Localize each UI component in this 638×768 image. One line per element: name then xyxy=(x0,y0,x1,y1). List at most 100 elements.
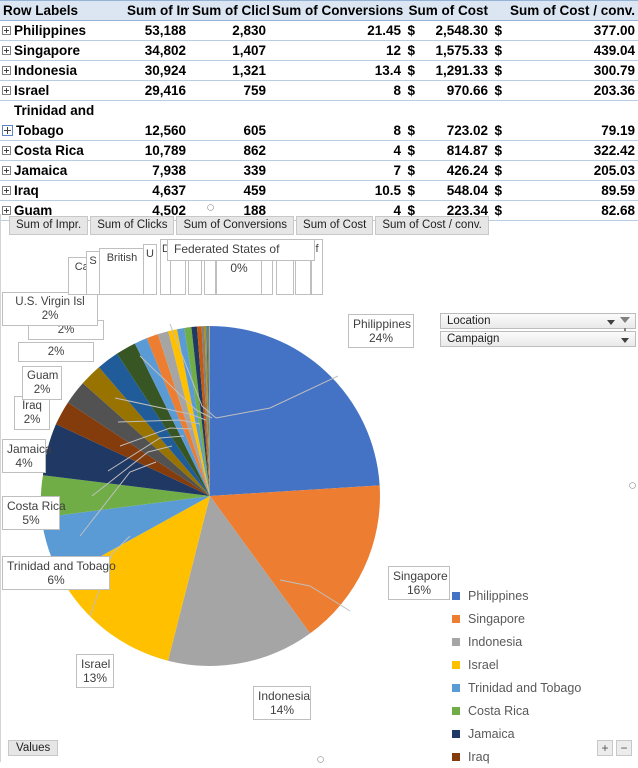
cell-cost[interactable]: 1,575.33 xyxy=(418,41,491,61)
field-button-sum-of-cost[interactable]: Sum of Cost xyxy=(296,216,373,235)
values-field-button[interactable]: Values xyxy=(8,740,58,756)
cell-conversions[interactable]: 4 xyxy=(269,141,404,161)
cell-clicks[interactable]: 605 xyxy=(189,121,269,141)
data-label-jamaica[interactable]: Jamaica 4% xyxy=(2,439,46,473)
cell-impr[interactable]: 7,938 xyxy=(124,161,189,181)
cell-cost-per-conv[interactable]: 205.03 xyxy=(505,161,638,181)
expand-icon[interactable] xyxy=(2,86,11,95)
cell-clicks[interactable]: 2,830 xyxy=(189,21,269,41)
expand-icon[interactable] xyxy=(2,166,11,175)
expand-icon[interactable] xyxy=(2,146,11,155)
cell-cost-per-conv[interactable]: 79.19 xyxy=(505,121,638,141)
data-label-singapore[interactable]: Singapore 16% xyxy=(388,566,450,600)
cell-cost-per-conv[interactable]: 300.79 xyxy=(505,61,638,81)
row-label-cell-line1[interactable]: Trinidad and xyxy=(0,101,124,121)
cell-cost[interactable]: 814.87 xyxy=(418,141,491,161)
legend-item-trinidad-and-tobago[interactable]: Trinidad and Tobago xyxy=(452,676,632,699)
pivot-table[interactable]: Row Labels Sum of Impr. Sum of Clicks Su… xyxy=(0,0,638,221)
cell-cost[interactable]: 723.02 xyxy=(418,121,491,141)
row-label-cell[interactable]: Costa Rica xyxy=(0,141,124,161)
cell-clicks[interactable]: 759 xyxy=(189,81,269,101)
expand-icon[interactable] xyxy=(2,46,11,55)
cell-clicks[interactable]: 459 xyxy=(189,181,269,201)
pie-slice-philippines[interactable] xyxy=(210,326,380,496)
column-header-cost[interactable]: Sum of Cost xyxy=(404,1,491,21)
cell-impr[interactable]: 30,924 xyxy=(124,61,189,81)
cell-cost-per-conv[interactable]: 377.00 xyxy=(505,21,638,41)
expand-icon[interactable] xyxy=(2,26,11,35)
legend-item-costa-rica[interactable]: Costa Rica xyxy=(452,699,632,722)
legend-item-singapore[interactable]: Singapore xyxy=(452,607,632,630)
expand-icon[interactable] xyxy=(2,66,11,75)
row-label-cell[interactable]: Singapore xyxy=(0,41,124,61)
data-label-uruguay[interactable]: U xyxy=(143,244,157,295)
data-label-israel[interactable]: Israel 13% xyxy=(76,654,114,688)
cell-clicks[interactable]: 1,407 xyxy=(189,41,269,61)
data-label-nicaragua[interactable]: 2% xyxy=(18,342,94,362)
data-label-british-virgin-islands[interactable]: British xyxy=(99,248,145,295)
cell-cost[interactable]: 426.24 xyxy=(418,161,491,181)
cell-conversions[interactable]: 7 xyxy=(269,161,404,181)
cell-impr[interactable]: 53,188 xyxy=(124,21,189,41)
row-label-cell[interactable]: Israel xyxy=(0,81,124,101)
column-header-conversions[interactable]: Sum of Conversions xyxy=(269,1,404,21)
cell-conversions[interactable]: 21.45 xyxy=(269,21,404,41)
legend-item-indonesia[interactable]: Indonesia xyxy=(452,630,632,653)
zoom-in-button[interactable]: + xyxy=(597,740,613,756)
expand-icon[interactable] xyxy=(2,186,11,195)
row-label-cell[interactable]: Indonesia xyxy=(0,61,124,81)
column-header-impr[interactable]: Sum of Impr. xyxy=(124,1,189,21)
row-label-cell[interactable]: Iraq xyxy=(0,181,124,201)
legend-item-philippines[interactable]: Philippines xyxy=(452,584,632,607)
cell-clicks[interactable]: 339 xyxy=(189,161,269,181)
cell-cost[interactable]: 2,548.30 xyxy=(418,21,491,41)
data-label-guam[interactable]: Guam 2% xyxy=(22,366,62,400)
table-row[interactable]: Jamaica 7,938 339 7 $ 426.24 $ 205.03 xyxy=(0,161,638,181)
cell-conversions[interactable]: 12 xyxy=(269,41,404,61)
expand-icon[interactable] xyxy=(2,125,13,136)
legend-item-israel[interactable]: Israel xyxy=(452,653,632,676)
table-row[interactable]: Costa Rica 10,789 862 4 $ 814.87 $ 322.4… xyxy=(0,141,638,161)
filter-funnel-icon[interactable] xyxy=(620,317,630,323)
cell-impr[interactable]: 4,637 xyxy=(124,181,189,201)
cell-impr[interactable]: 12,560 xyxy=(124,121,189,141)
cell-cost-per-conv[interactable]: 89.59 xyxy=(505,181,638,201)
data-label-philippines[interactable]: Philippines 24% xyxy=(348,314,414,348)
table-row[interactable]: Philippines 53,188 2,830 21.45 $ 2,548.3… xyxy=(0,21,638,41)
row-label-cell[interactable]: Jamaica xyxy=(0,161,124,181)
field-button-sum-of-impr[interactable]: Sum of Impr. xyxy=(9,216,88,235)
row-label-cell[interactable]: Philippines xyxy=(0,21,124,41)
column-header-row-labels[interactable]: Row Labels xyxy=(0,1,124,21)
cell-cost-per-conv[interactable]: 322.42 xyxy=(505,141,638,161)
cell-conversions[interactable]: 10.5 xyxy=(269,181,404,201)
cell-cost[interactable]: 1,291.33 xyxy=(418,61,491,81)
cell-cost[interactable]: 548.04 xyxy=(418,181,491,201)
field-button-location[interactable]: Location xyxy=(440,313,636,329)
data-label-indonesia[interactable]: Indonesia 14% xyxy=(253,686,311,720)
cell-impr[interactable]: 29,416 xyxy=(124,81,189,101)
cell-conversions[interactable]: 8 xyxy=(269,121,404,141)
field-button-sum-of-clicks[interactable]: Sum of Clicks xyxy=(90,216,174,235)
data-label-federated-states-of-micronesia[interactable]: Federated States of xyxy=(167,239,315,261)
chart-handle-right[interactable]: ○ xyxy=(628,478,637,493)
cell-cost-per-conv[interactable]: 203.36 xyxy=(505,81,638,101)
chevron-down-icon[interactable] xyxy=(621,338,629,343)
cell-clicks[interactable]: 862 xyxy=(189,141,269,161)
data-label-iraq[interactable]: Iraq 2% xyxy=(14,396,50,430)
table-row[interactable]: Singapore 34,802 1,407 12 $ 1,575.33 $ 4… xyxy=(0,41,638,61)
column-header-clicks[interactable]: Sum of Clicks xyxy=(189,1,269,21)
data-label-us-virgin-islands[interactable]: U.S. Virgin Isl 2% xyxy=(2,292,98,326)
chevron-down-icon[interactable] xyxy=(607,320,615,325)
cell-cost-per-conv[interactable]: 439.04 xyxy=(505,41,638,61)
table-row[interactable]: Iraq 4,637 459 10.5 $ 548.04 $ 89.59 xyxy=(0,181,638,201)
table-row[interactable]: Israel 29,416 759 8 $ 970.66 $ 203.36 xyxy=(0,81,638,101)
cell-conversions[interactable]: 13.4 xyxy=(269,61,404,81)
column-header-cost-per-conv[interactable]: Sum of Cost / conv. xyxy=(491,1,638,21)
cell-impr[interactable]: 34,802 xyxy=(124,41,189,61)
table-row-wrapped-top[interactable]: Trinidad and xyxy=(0,101,638,121)
table-row[interactable]: Tobago 12,560 605 8 $ 723.02 $ 79.19 xyxy=(0,121,638,141)
cell-cost[interactable]: 970.66 xyxy=(418,81,491,101)
table-row[interactable]: Indonesia 30,924 1,321 13.4 $ 1,291.33 $… xyxy=(0,61,638,81)
field-button-campaign[interactable]: Campaign xyxy=(440,331,636,347)
data-label-costa-rica[interactable]: Costa Rica 5% xyxy=(2,496,60,530)
